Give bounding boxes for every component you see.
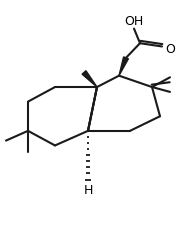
Polygon shape (82, 72, 97, 88)
Polygon shape (119, 58, 128, 76)
Text: H: H (83, 183, 93, 196)
Text: O: O (165, 42, 175, 55)
Text: OH: OH (124, 15, 144, 28)
